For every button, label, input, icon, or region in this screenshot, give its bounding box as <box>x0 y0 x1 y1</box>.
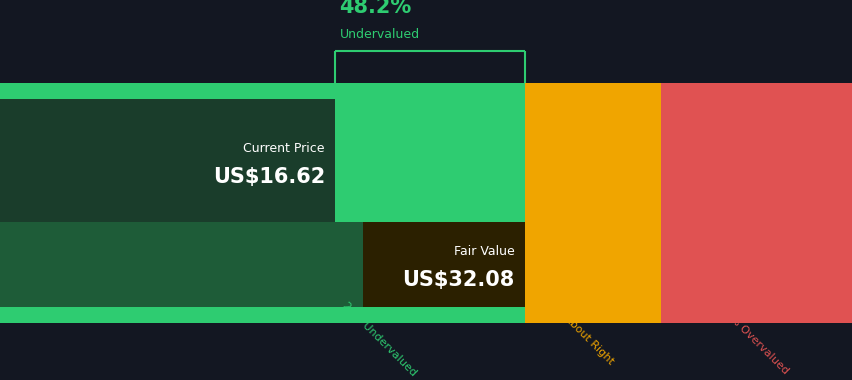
Text: Current Price: Current Price <box>243 142 325 155</box>
Bar <box>0 83 524 99</box>
Text: Fair Value: Fair Value <box>453 245 514 258</box>
Bar <box>0 307 524 323</box>
Text: About Right: About Right <box>561 312 615 366</box>
Text: 48.2%: 48.2% <box>339 0 412 17</box>
Text: US$32.08: US$32.08 <box>401 270 514 290</box>
Bar <box>524 307 660 323</box>
Bar <box>0 83 524 323</box>
Bar <box>0 99 335 222</box>
Text: 20% Undervalued: 20% Undervalued <box>340 301 417 378</box>
Bar <box>524 83 660 323</box>
Bar <box>0 222 524 307</box>
Bar <box>660 83 852 99</box>
Bar <box>660 83 852 323</box>
Text: Undervalued: Undervalued <box>339 28 419 41</box>
Bar <box>524 83 660 99</box>
Text: 20% Overvalued: 20% Overvalued <box>717 303 789 376</box>
Text: US$16.62: US$16.62 <box>212 166 325 187</box>
Bar <box>660 307 852 323</box>
Bar <box>362 222 524 307</box>
